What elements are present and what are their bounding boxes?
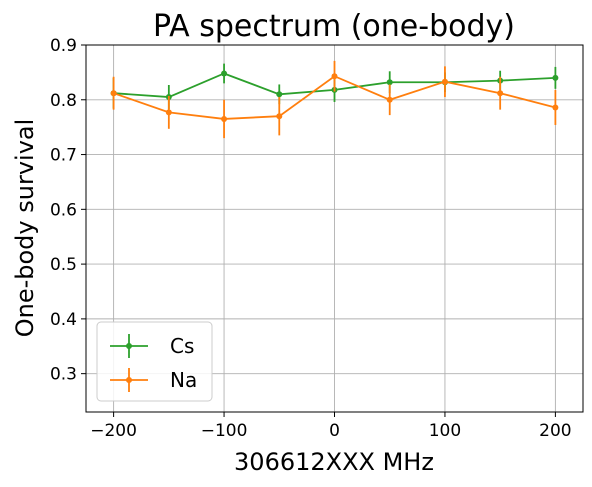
series-na [110, 60, 559, 139]
legend-swatch-cs [110, 334, 148, 358]
y-tick-label: 0.9 [50, 36, 77, 56]
data-point-na [497, 90, 504, 97]
data-point-cs [221, 70, 228, 77]
y-axis-title: One-body survival [11, 119, 39, 338]
data-point-na [441, 78, 448, 85]
data-point-na [110, 90, 117, 97]
data-point-cs [276, 91, 283, 98]
data-point-cs [386, 79, 393, 86]
y-tick-label: 0.5 [50, 255, 77, 275]
x-axis-title: 306612XXX MHz [234, 448, 434, 476]
data-point-cs [552, 74, 559, 81]
legend-label-na: Na [170, 368, 197, 392]
plot-series [110, 60, 559, 139]
legend-marker-cs [126, 343, 132, 349]
y-tick-label: 0.4 [50, 310, 77, 330]
legend: Cs Na [96, 321, 213, 402]
legend-box [96, 321, 213, 402]
x-tick-label: 200 [539, 421, 571, 441]
data-point-na [331, 73, 338, 80]
data-point-na [165, 109, 172, 116]
data-point-na [552, 104, 559, 111]
axis-ticks: −200 −100 0 100 200 0.3 0.4 0.5 0.6 0.7 0.8 0.9 [50, 36, 572, 441]
data-point-na [221, 115, 228, 122]
y-tick-label: 0.7 [50, 146, 77, 166]
legend-swatch-na [110, 368, 148, 392]
data-point-na [276, 113, 283, 120]
x-tick-label: 100 [429, 421, 461, 441]
y-tick-label: 0.8 [50, 91, 77, 111]
y-tick-label: 0.3 [50, 365, 77, 385]
data-point-na [386, 96, 393, 103]
x-tick-label: −200 [90, 421, 137, 441]
legend-label-cs: Cs [170, 334, 194, 358]
legend-marker-na [126, 377, 132, 383]
y-tick-label: 0.6 [50, 200, 77, 220]
x-tick-label: 0 [329, 421, 340, 441]
x-tick-label: −100 [201, 421, 248, 441]
chart-title: PA spectrum (one-body) [153, 9, 515, 44]
